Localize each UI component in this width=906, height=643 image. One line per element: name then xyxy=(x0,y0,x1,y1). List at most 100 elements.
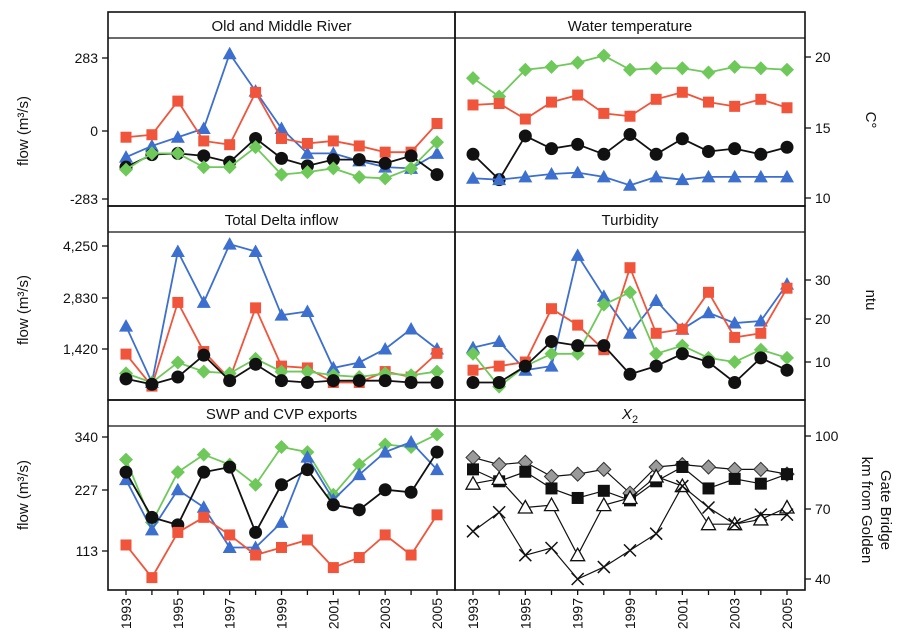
series-red-square xyxy=(120,509,443,584)
data-point xyxy=(623,128,637,142)
x-tick-label: 2005 xyxy=(779,598,795,629)
data-point xyxy=(223,460,237,474)
x-tick-label: 1999 xyxy=(274,598,290,629)
data-point xyxy=(197,149,211,163)
data-point xyxy=(249,131,263,145)
data-point xyxy=(222,237,237,250)
x-tick-label: 2001 xyxy=(674,598,690,629)
data-point xyxy=(753,61,768,76)
y-tick-label: 1,420 xyxy=(63,341,98,357)
x-tick-label: 1995 xyxy=(170,598,186,629)
y-tick-label: 113 xyxy=(76,543,99,559)
data-point xyxy=(326,161,341,176)
data-point xyxy=(649,293,664,306)
data-point xyxy=(596,297,611,312)
data-point xyxy=(727,169,742,183)
data-point xyxy=(467,99,479,111)
data-point xyxy=(703,96,714,108)
y-tick-label: 10 xyxy=(815,354,831,370)
data-point xyxy=(545,482,558,495)
data-point xyxy=(119,319,133,332)
data-point xyxy=(274,364,289,379)
data-point xyxy=(248,477,263,492)
data-point xyxy=(430,462,444,476)
y-tick-label: 4,250 xyxy=(63,238,98,254)
y-tick-label: 20 xyxy=(815,311,831,327)
data-point xyxy=(248,244,263,257)
data-point xyxy=(300,463,314,477)
data-point xyxy=(623,62,637,77)
panel-6: X2 100 70 40 xyxy=(454,399,839,591)
data-point xyxy=(518,169,533,183)
data-point xyxy=(300,304,315,318)
data-point xyxy=(300,450,315,463)
data-point xyxy=(569,466,586,482)
panel-title: Total Delta inflow xyxy=(225,212,339,229)
data-point xyxy=(198,135,210,147)
data-point xyxy=(430,445,444,459)
data-point xyxy=(120,539,132,551)
data-point xyxy=(727,59,742,74)
y-tick-label: 20 xyxy=(815,49,831,65)
data-point xyxy=(119,465,133,479)
x-tick-label: 2001 xyxy=(325,598,341,629)
data-point xyxy=(570,55,585,70)
data-point xyxy=(249,357,263,371)
data-point xyxy=(353,140,365,152)
y-tick-label: 283 xyxy=(75,50,99,66)
data-point xyxy=(700,515,717,531)
data-point xyxy=(544,359,559,372)
data-point xyxy=(119,472,133,486)
data-point xyxy=(196,500,211,513)
data-point xyxy=(675,347,689,361)
data-point xyxy=(326,153,340,167)
series-black-open-triangle xyxy=(464,468,796,562)
data-point xyxy=(378,171,393,186)
data-point xyxy=(623,178,637,191)
y-tick-label: 340 xyxy=(75,429,99,445)
y-axis-label-top-left: flow (m³/s) xyxy=(15,96,32,166)
y-tick-label: 30 xyxy=(815,272,831,288)
data-point xyxy=(649,147,663,161)
series-green-diamond xyxy=(119,135,444,186)
data-point xyxy=(378,342,393,355)
data-point xyxy=(517,499,534,514)
data-point xyxy=(144,146,159,161)
panel-5: SWP and CVP exports 340 227 113 xyxy=(75,399,456,591)
data-point xyxy=(518,359,532,373)
series-line xyxy=(472,265,788,372)
data-point xyxy=(378,374,392,388)
data-point xyxy=(404,149,418,163)
data-point xyxy=(276,132,287,144)
data-point xyxy=(546,303,557,315)
data-point xyxy=(675,61,690,76)
data-point xyxy=(728,517,742,531)
data-point xyxy=(170,146,185,161)
data-point xyxy=(649,346,664,361)
data-point xyxy=(170,244,185,257)
data-point xyxy=(624,262,636,274)
data-point xyxy=(352,374,366,388)
data-point xyxy=(596,461,612,478)
data-point xyxy=(519,113,531,125)
data-point xyxy=(274,308,289,321)
data-point xyxy=(144,522,159,536)
data-point xyxy=(466,524,480,538)
data-point xyxy=(544,59,559,74)
data-point xyxy=(352,467,367,481)
data-point xyxy=(172,526,184,538)
data-point xyxy=(623,285,637,300)
data-point xyxy=(700,459,717,475)
data-point xyxy=(172,95,184,107)
data-point xyxy=(326,360,341,374)
data-point xyxy=(119,372,133,386)
data-point xyxy=(621,489,639,505)
data-point xyxy=(327,135,339,147)
data-point xyxy=(545,142,558,156)
data-point xyxy=(222,160,237,175)
data-point xyxy=(196,295,211,308)
data-point xyxy=(300,364,315,379)
y-tick-label: 2,830 xyxy=(63,290,98,306)
data-point xyxy=(301,534,313,546)
